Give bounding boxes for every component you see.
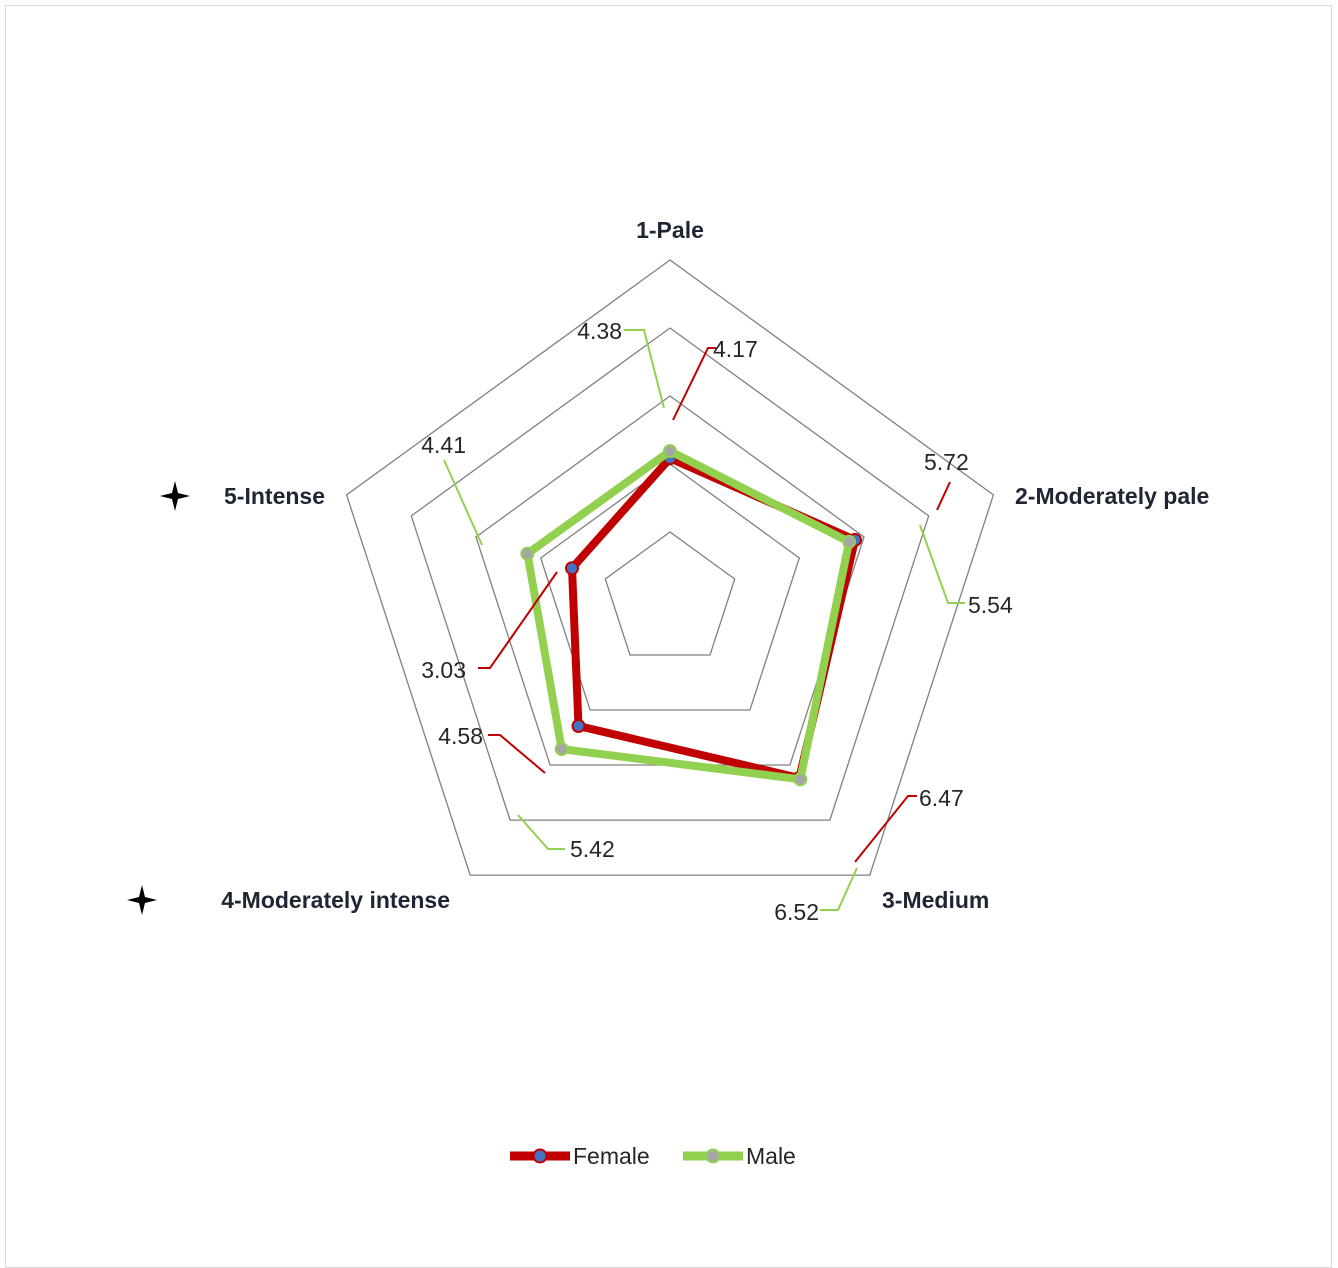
- data-point-male: [520, 546, 535, 561]
- category-label-medium: 3-Medium: [882, 887, 989, 913]
- data-label-male: 4.38: [577, 318, 622, 344]
- grid-ring: [345, 259, 995, 876]
- data-label-leader: [919, 524, 965, 604]
- chart-area: [5, 5, 1332, 1268]
- category-label-moderately-pale: 2-Moderately pale: [1015, 483, 1209, 509]
- data-label-male: 4.41: [421, 432, 466, 458]
- data-label-leader: [443, 459, 483, 546]
- data-label-female: 4.17: [713, 336, 758, 362]
- data-label-leader: [517, 814, 565, 850]
- legend-item-female: Female: [510, 1143, 650, 1169]
- data-point-male: [842, 534, 857, 549]
- data-label-leader: [624, 329, 665, 409]
- legend: Female Male: [510, 1143, 796, 1169]
- data-label-female: 6.47: [919, 785, 964, 811]
- radar-grid: [345, 259, 995, 876]
- category-label-intense: 5-Intense: [224, 483, 325, 509]
- series-male: [520, 444, 857, 787]
- data-label-leader: [854, 795, 917, 863]
- legend-label-male: Male: [746, 1143, 796, 1169]
- four-point-star-icon: [160, 481, 190, 511]
- data-point-female: [565, 561, 579, 576]
- data-point-male: [663, 444, 677, 459]
- legend-item-male: Male: [683, 1143, 796, 1169]
- data-label-male: 5.54: [968, 592, 1013, 618]
- four-point-star-icon: [127, 885, 157, 915]
- category-label-moderately-intense: 4-Moderately intense: [221, 887, 450, 913]
- data-point-male: [554, 742, 569, 757]
- data-label-female: 3.03: [421, 657, 466, 683]
- data-point-female: [571, 719, 586, 733]
- data-label-leader: [488, 734, 546, 774]
- data-point-male: [793, 772, 808, 787]
- data-label-leaders: [443, 329, 965, 911]
- data-label-leader: [672, 347, 716, 421]
- data-label-female: 4.58: [438, 723, 483, 749]
- data-label-leader: [478, 571, 558, 669]
- data-label-leader: [820, 867, 858, 911]
- series-line-male: [523, 446, 854, 784]
- series-layer: [520, 444, 862, 787]
- data-label-male: 5.42: [570, 836, 615, 862]
- data-labels: 4.17 4.38 5.72 5.54 6.47 6.52 4.58 5.42 3.03 4.41: [421, 318, 1013, 925]
- grid-ring: [604, 531, 736, 656]
- legend-label-female: Female: [573, 1143, 650, 1169]
- data-label-female: 5.72: [924, 449, 969, 475]
- data-label-leader: [936, 481, 951, 511]
- category-label-pale: 1-Pale: [636, 217, 704, 243]
- grid-ring: [539, 463, 801, 711]
- data-label-male: 6.52: [774, 899, 819, 925]
